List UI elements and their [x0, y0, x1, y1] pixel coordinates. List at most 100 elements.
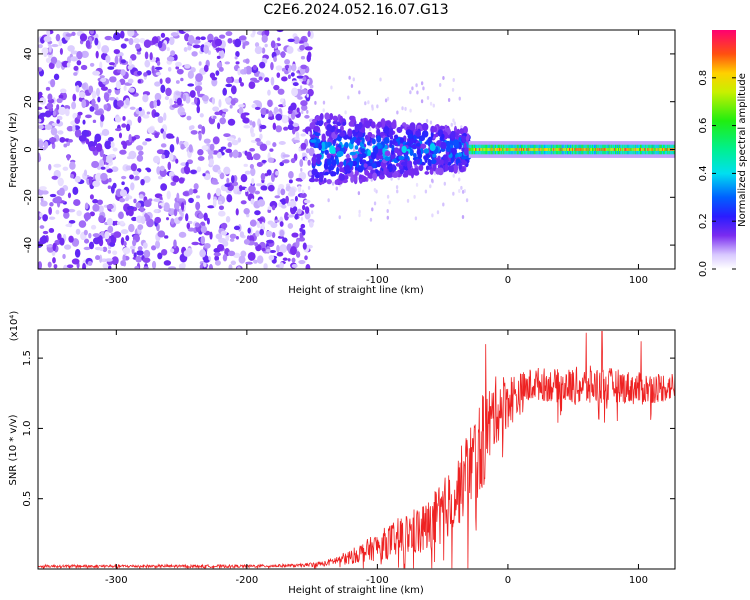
spectrogram-cell	[143, 175, 151, 183]
spectrogram-cell	[207, 149, 214, 156]
spectrogram-cell	[57, 177, 64, 187]
spectrogram-cell	[357, 153, 363, 158]
spectrogram-cell	[388, 165, 393, 173]
spectrogram-cell	[369, 217, 373, 222]
spectrogram-cell	[281, 67, 286, 72]
spectrogram-cell	[308, 147, 315, 157]
spectrogram-cell	[245, 58, 250, 64]
spectrogram-cell	[230, 260, 237, 266]
spectrogram-cell	[657, 148, 660, 151]
spectrogram-cell	[573, 148, 575, 151]
spectrogram-cell	[429, 184, 432, 189]
spectrogram-cell	[596, 148, 598, 151]
spectrogram-cell	[108, 97, 116, 101]
spectrogram-cell	[169, 143, 175, 153]
spectrogram-cell	[295, 177, 302, 182]
spectrogram-cell	[501, 148, 503, 151]
spectrogram-cell	[97, 96, 101, 103]
spectrogram-cell	[479, 148, 481, 151]
spectrogram-cell	[175, 91, 182, 96]
spectrogram-cell	[449, 165, 454, 173]
spectrogram-cell	[630, 148, 633, 151]
spectrogram-cell	[338, 166, 344, 173]
spectrogram-cell	[142, 242, 148, 249]
spectrogram-cell	[66, 264, 74, 269]
spectrogram-cell	[92, 119, 97, 124]
spectrogram-cell	[279, 221, 284, 227]
spectrogram-cell	[290, 72, 295, 77]
spectrogram-cell	[586, 148, 589, 151]
y-tick-label: 40	[23, 48, 34, 61]
spectrogram-cell	[225, 31, 233, 37]
spectrogram-cell	[297, 96, 303, 100]
spectrogram-cell	[201, 95, 209, 102]
spectrogram-cell	[226, 177, 230, 184]
spectrogram-cell	[46, 244, 54, 248]
spectrogram-cell	[259, 124, 267, 130]
spectrogram-cell	[120, 30, 125, 39]
spectrogram-cell	[198, 213, 204, 219]
spectrogram-cell	[356, 137, 361, 146]
spectrogram-cell	[114, 55, 119, 65]
spectrogram-cell	[422, 86, 425, 91]
spectrogram-cell	[293, 36, 300, 45]
spectrogram-cell	[38, 91, 43, 97]
spectrogram-cell	[548, 148, 550, 151]
spectrogram-cell	[109, 76, 117, 83]
spectrogram-cell	[89, 194, 94, 200]
spectrogram-cell	[176, 192, 180, 202]
spectrogram-cell	[609, 148, 612, 151]
spectrogram-cell	[81, 83, 87, 89]
spectrogram-cell	[321, 141, 326, 150]
spectrogram-cell	[95, 87, 100, 97]
spectrogram-cell	[482, 148, 484, 151]
spectrogram-cell	[82, 263, 86, 269]
spectrogram-cell	[593, 148, 595, 151]
spectrogram-cell	[163, 202, 170, 211]
spectrogram-cell	[298, 171, 307, 181]
spectrogram-cell	[128, 37, 134, 45]
spectrogram-cell	[633, 148, 636, 151]
spectrogram-cell	[114, 220, 119, 226]
spectrogram-cell	[180, 111, 187, 116]
spectrogram-cell	[102, 153, 107, 163]
spectrogram-cell	[504, 148, 506, 151]
spectrogram-cell	[48, 44, 52, 53]
spectrogram-cell	[393, 147, 400, 154]
spectrogram-cell	[452, 173, 455, 178]
spectrogram-cell	[510, 148, 512, 151]
spectrogram-cell	[530, 148, 532, 151]
spectrogram-cell	[207, 205, 215, 209]
spectrogram-cell	[287, 74, 291, 79]
spectrogram-cell	[453, 165, 458, 174]
spectrogram-cell	[62, 208, 70, 214]
spectrogram-cell	[203, 64, 209, 73]
spectrogram-cell	[379, 77, 382, 82]
spectrogram-cell	[198, 61, 202, 66]
spectrogram-cell	[248, 185, 256, 193]
spectrogram-cell	[384, 150, 391, 157]
spectrogram-cell	[549, 148, 551, 151]
spectrogram-cell	[372, 172, 378, 180]
spectrogram-cell	[99, 61, 103, 70]
spectrogram-cell	[66, 62, 71, 68]
spectrogram-cell	[113, 231, 122, 238]
spectrogram-cell	[129, 245, 136, 250]
spectrogram-cell	[227, 250, 236, 257]
spectrogram-cell	[306, 54, 311, 63]
spectrogram-cell	[332, 115, 338, 121]
spectrogram-cell	[453, 121, 456, 126]
spectrogram-cell	[328, 165, 335, 171]
spectrogram-cell	[267, 157, 275, 163]
spectrogram-cell	[167, 67, 172, 72]
spectrogram-cell	[390, 176, 393, 181]
spectrogram-cell	[656, 148, 659, 151]
spectrogram-cell	[298, 259, 306, 265]
spectrogram-cell	[154, 92, 162, 102]
spectrogram-cell	[132, 239, 137, 247]
spectrogram-cell	[647, 148, 649, 151]
spectrogram-cell	[391, 144, 395, 152]
spectrogram-cell	[254, 190, 260, 195]
spectrogram-cell	[255, 230, 260, 237]
spectrogram-cell	[476, 148, 478, 151]
